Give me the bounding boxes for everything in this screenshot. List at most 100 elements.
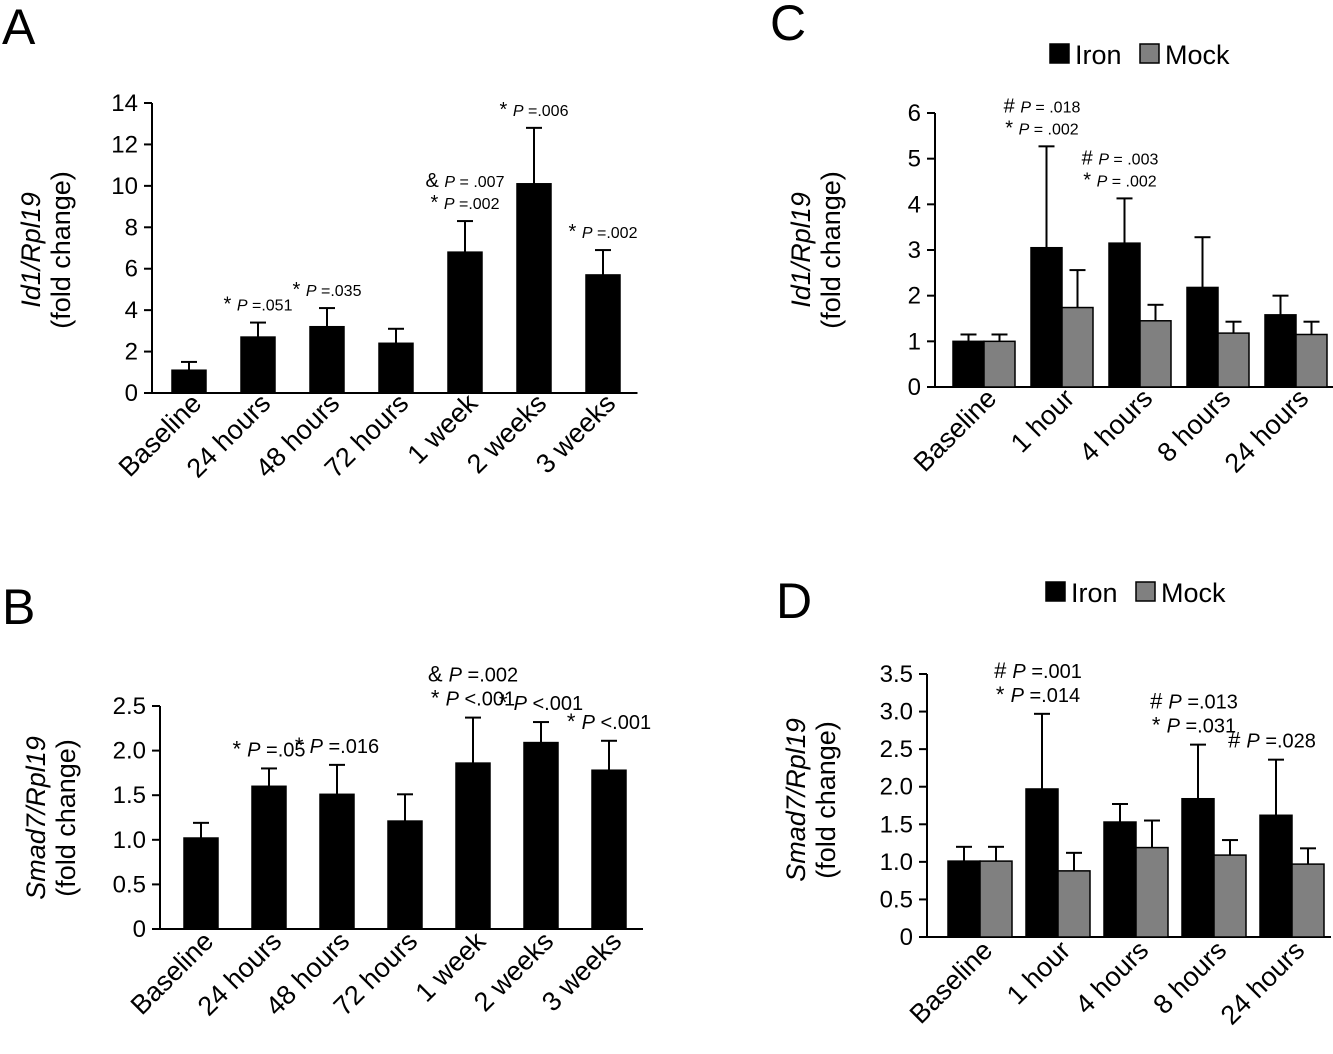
bar — [1259, 814, 1293, 938]
annotation-p: P — [1012, 661, 1026, 683]
annotation-p: P — [514, 693, 528, 715]
annotation-symbol: * — [1083, 169, 1096, 191]
significance-annotation: # P =.013 — [1150, 689, 1238, 714]
panel-b: B 0 0.5 1.0 1.5 2.0 2.5 Smad7/Rpl19(fold change… — [2, 579, 651, 1022]
annotation-symbol: # — [1150, 689, 1168, 714]
significance-annotation: * P =.014 — [996, 682, 1080, 707]
annotation-symbol: * — [499, 690, 514, 715]
bar — [1295, 333, 1328, 388]
y-axis-label-gene: Id1/Rpl19 — [16, 192, 46, 308]
significance-annotation: # P = .003 — [1082, 147, 1159, 169]
bar — [1057, 870, 1091, 938]
annotation-p: P — [1246, 731, 1260, 753]
y-tick-label: 2.0 — [880, 774, 913, 801]
legend-swatch — [1049, 43, 1070, 64]
panel-d: D 0 0.5 1.0 1.5 2.0 2.5 3.0 3.5 Smad7/Rpl19(fold … — [776, 573, 1331, 1031]
annotation-value: =.001 — [1026, 661, 1082, 683]
annotation-value: =.016 — [323, 736, 379, 758]
y-axis-label: Id1/Rpl19(fold change) — [16, 171, 76, 329]
annotation-symbol: # — [1004, 95, 1021, 117]
y-tick-label: 1.5 — [880, 811, 913, 838]
significance-annotation: * P <.001 — [431, 686, 515, 711]
annotation-value: =.05 — [260, 739, 305, 761]
bar — [1103, 821, 1137, 938]
annotation-symbol: # — [1228, 728, 1246, 753]
significance-annotation: & P =.002 — [428, 662, 518, 687]
bar — [319, 793, 355, 930]
category-label: 24 hours — [1215, 935, 1311, 1031]
annotation-p: P — [449, 665, 463, 687]
annotation-symbol: & — [426, 170, 445, 192]
significance-annotation: * P =.006 — [500, 99, 569, 121]
y-tick-label: 2 — [125, 339, 138, 366]
significance-annotation: * P =.051 — [224, 294, 293, 316]
annotation-value: <.001 — [459, 689, 515, 711]
significance-annotation: # P = .018 — [1004, 95, 1081, 117]
annotation-p: P — [444, 174, 455, 191]
y-tick-label: 6 — [908, 100, 921, 127]
bar — [1213, 854, 1247, 938]
annotation-value: =.028 — [1260, 731, 1316, 753]
annotation-symbol: * — [569, 221, 582, 243]
y-tick-label: 2.5 — [113, 693, 146, 720]
bar — [947, 860, 981, 938]
bar — [591, 769, 627, 930]
significance-annotation: * P =.031 — [1152, 713, 1236, 738]
y-tick-label: 2.0 — [113, 738, 146, 765]
annotation-p: P — [582, 225, 593, 242]
y-tick-label: 0.5 — [880, 886, 913, 913]
bar — [1217, 332, 1250, 388]
y-tick-label: 0.5 — [113, 871, 146, 898]
bar — [378, 342, 414, 394]
y-tick-label: 8 — [125, 214, 138, 241]
annotation-value: =.051 — [248, 298, 293, 315]
bar — [1264, 314, 1297, 388]
y-tick-label: 0 — [125, 380, 138, 407]
annotation-symbol: * — [431, 192, 444, 214]
y-tick-label: 1.0 — [113, 827, 146, 854]
annotation-value: =.014 — [1024, 685, 1080, 707]
panel-c: C 0 1 2 3 4 5 6 Id1/Rpl19(fold change) Baseline 1 … — [770, 0, 1333, 479]
y-tick-label: 0 — [908, 374, 921, 401]
legend-label: Iron — [1075, 40, 1122, 70]
y-tick-label: 3 — [908, 237, 921, 264]
bar — [309, 325, 345, 394]
y-tick-label: 1.5 — [113, 782, 146, 809]
bar — [240, 336, 276, 394]
category-label: 1 hour — [1005, 383, 1080, 458]
category-label: 4 hours — [1069, 935, 1154, 1020]
annotation-symbol: * — [567, 709, 582, 734]
annotation-symbol: # — [994, 658, 1012, 683]
bar — [455, 762, 491, 930]
significance-annotation: * P =.035 — [293, 279, 362, 301]
bar — [1030, 246, 1063, 388]
y-tick-label: 0 — [900, 924, 913, 951]
annotation-value: =.031 — [1180, 716, 1236, 738]
panel-letter: A — [2, 0, 36, 55]
annotation-symbol: * — [295, 733, 310, 758]
annotation-p: P — [237, 298, 248, 315]
legend-swatch — [1135, 581, 1156, 602]
annotation-p: P — [1098, 151, 1109, 168]
y-tick-label: 0 — [133, 916, 146, 943]
bar — [979, 860, 1013, 938]
y-tick-label: 12 — [111, 131, 138, 158]
significance-annotation: * P = .002 — [1083, 169, 1156, 191]
annotation-value: =.002 — [593, 225, 638, 242]
significance-annotation: * P <.001 — [567, 709, 651, 734]
bar — [1186, 286, 1219, 388]
bar — [251, 785, 287, 930]
annotation-value: = .007 — [455, 174, 504, 191]
y-tick-label: 1 — [908, 328, 921, 355]
legend-label: Iron — [1071, 578, 1118, 608]
y-axis-label: Id1/Rpl19(fold change) — [786, 171, 846, 329]
y-axis-label-gene: Smad7/Rpl19 — [21, 736, 51, 900]
annotation-value: = .002 — [1107, 173, 1156, 190]
annotation-symbol: * — [293, 279, 306, 301]
legend-swatch — [1045, 581, 1066, 602]
significance-annotation: * P =.002 — [569, 221, 638, 243]
category-label: 1 hour — [1001, 935, 1076, 1010]
panel-letter: C — [770, 0, 806, 51]
